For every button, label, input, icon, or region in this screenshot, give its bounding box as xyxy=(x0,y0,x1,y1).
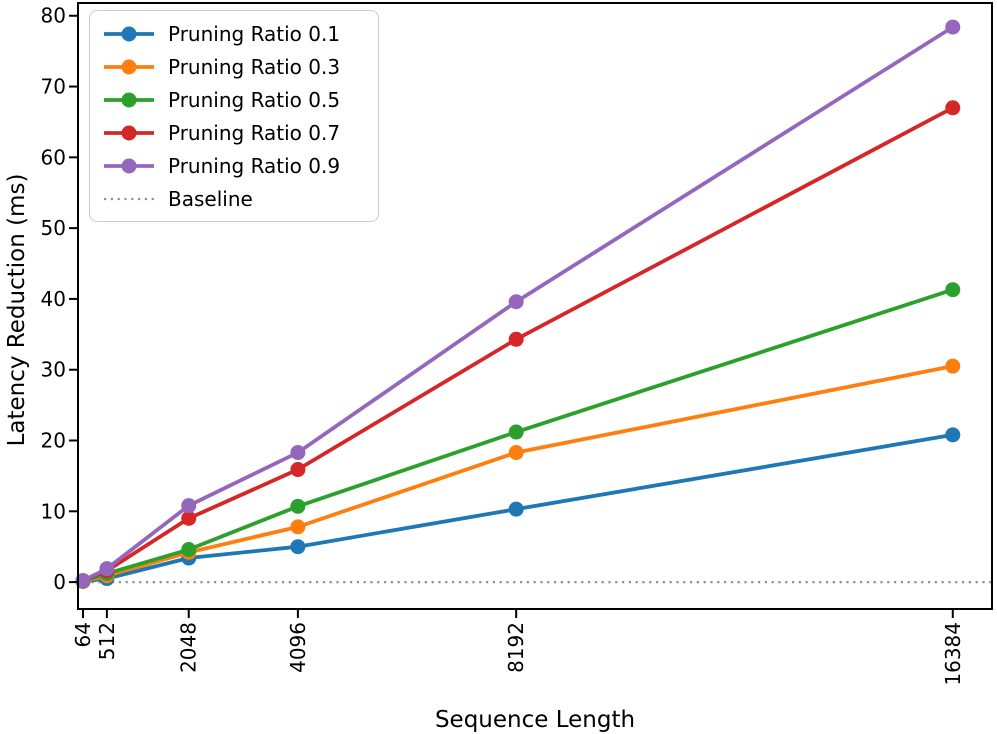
y-tick-label: 30 xyxy=(41,358,66,382)
legend-marker-icon xyxy=(121,92,137,107)
data-point xyxy=(945,358,961,374)
legend-label: Pruning Ratio 0.3 xyxy=(168,54,341,79)
data-point xyxy=(181,542,197,558)
data-point xyxy=(508,294,524,310)
x-axis-label: Sequence Length xyxy=(435,707,635,733)
series-group xyxy=(75,19,961,589)
x-tick-label: 4096 xyxy=(286,622,310,673)
y-tick-label: 20 xyxy=(41,429,66,453)
data-point xyxy=(290,519,306,535)
legend-swatch xyxy=(104,125,154,140)
data-point xyxy=(945,100,961,116)
legend-label: Pruning Ratio 0.9 xyxy=(168,153,341,178)
data-point xyxy=(508,424,524,440)
y-tick-label: 50 xyxy=(41,216,66,240)
legend-swatch xyxy=(104,92,154,107)
x-tick-label: 8192 xyxy=(504,622,528,673)
data-point xyxy=(99,561,115,577)
y-tick-label: 70 xyxy=(41,75,66,99)
y-tick-label: 10 xyxy=(41,499,66,523)
plot-frame xyxy=(77,2,993,610)
legend-label: Pruning Ratio 0.5 xyxy=(168,87,341,112)
legend-swatch xyxy=(104,197,154,200)
legend-label: Baseline xyxy=(168,186,253,211)
data-point xyxy=(290,445,306,461)
legend-marker-icon xyxy=(121,26,137,41)
legend-item: Pruning Ratio 0.9 xyxy=(103,149,370,182)
y-axis-label: Latency Reduction (ms) xyxy=(4,174,30,447)
data-point xyxy=(945,19,961,35)
legend-marker-icon xyxy=(121,125,137,140)
legend-item: Pruning Ratio 0.3 xyxy=(103,50,370,83)
data-point xyxy=(181,510,197,526)
legend-item: Baseline xyxy=(103,182,370,215)
legend-item: Pruning Ratio 0.1 xyxy=(103,17,370,50)
legend-marker-icon xyxy=(121,158,137,173)
legend-swatch xyxy=(104,59,154,74)
data-point xyxy=(508,445,524,461)
y-tick-label: 80 xyxy=(41,4,66,28)
x-tick-label: 16384 xyxy=(941,622,965,686)
data-point xyxy=(508,501,524,517)
axes-group: 0 10 20 30 40 50 60 70 80 64 512 2048 4096 8192 16384 xyxy=(41,2,993,686)
y-tick-label: 40 xyxy=(41,287,66,311)
legend-swatch xyxy=(104,26,154,41)
data-point xyxy=(945,282,961,298)
legend-label: Pruning Ratio 0.7 xyxy=(168,120,341,145)
data-point xyxy=(508,331,524,347)
data-point xyxy=(75,573,91,589)
data-point xyxy=(290,462,306,478)
legend-item: Pruning Ratio 0.7 xyxy=(103,116,370,149)
y-tick-label: 0 xyxy=(53,570,66,594)
legend-item: Pruning Ratio 0.5 xyxy=(103,83,370,116)
data-point xyxy=(290,539,306,555)
x-tick-label: 64 xyxy=(71,622,95,647)
data-point xyxy=(290,498,306,514)
x-tick-label: 512 xyxy=(95,622,119,660)
legend: Pruning Ratio 0.1 Pruning Ratio 0.3 Prunin… xyxy=(89,10,379,222)
y-tick-label: 60 xyxy=(41,145,66,169)
legend-swatch xyxy=(104,158,154,173)
legend-label: Pruning Ratio 0.1 xyxy=(168,21,341,46)
data-point xyxy=(945,427,961,443)
series-line-1 xyxy=(81,364,955,584)
x-tick-label: 2048 xyxy=(177,622,201,673)
legend-marker-icon xyxy=(121,59,137,74)
data-point xyxy=(181,498,197,514)
